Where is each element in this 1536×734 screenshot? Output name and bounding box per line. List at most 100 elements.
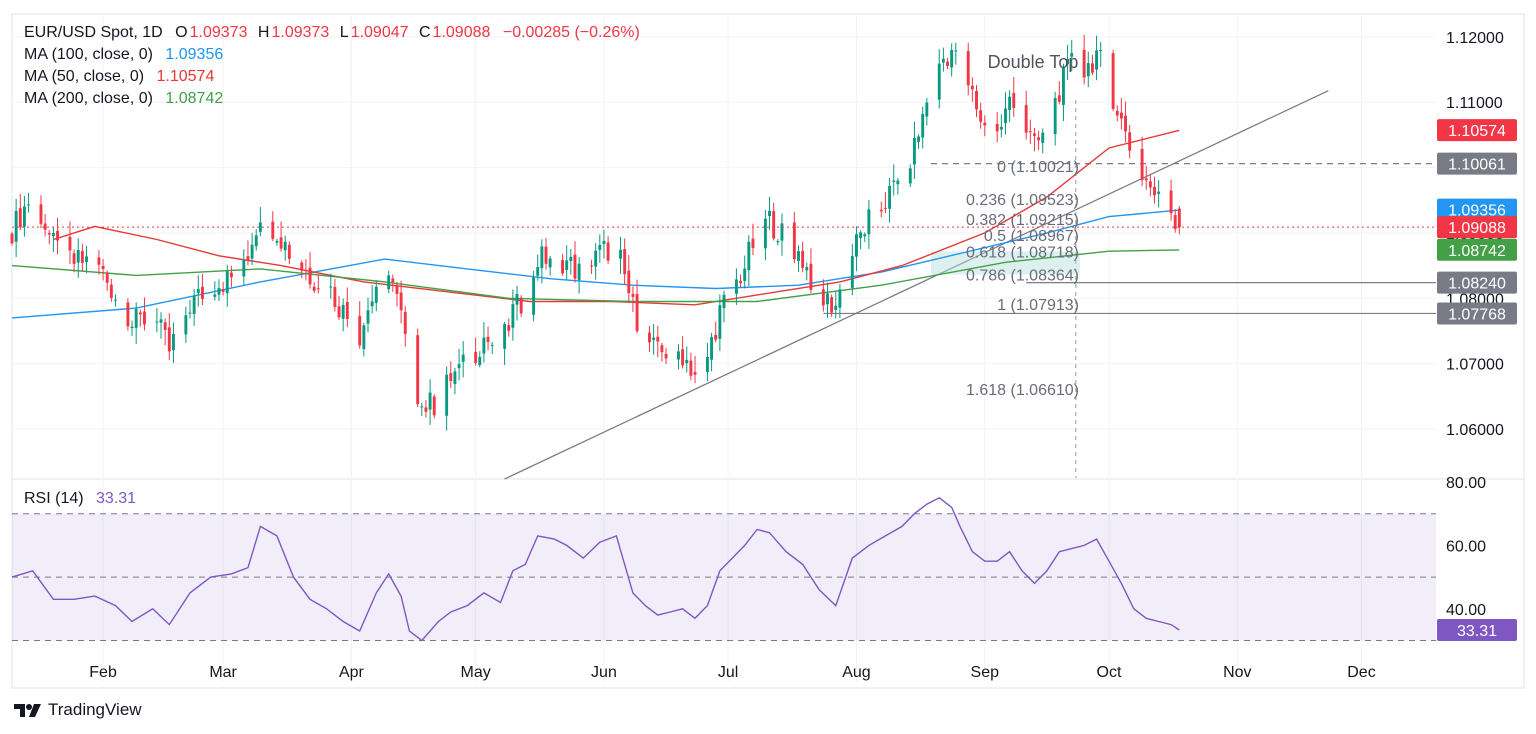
candle-body [1153, 186, 1156, 196]
candle-body [399, 292, 403, 311]
price-tag [1437, 271, 1517, 294]
ma100-legend: MA (100, close, 0) 1.09356 [24, 46, 225, 64]
candle-body [316, 288, 320, 290]
candle-body [954, 50, 958, 52]
close-value: 1.09088 [432, 24, 491, 41]
candle-body [478, 356, 482, 365]
candle-body [1066, 58, 1070, 65]
candle-body [1148, 181, 1152, 188]
candle-body [606, 242, 610, 261]
candle-body [805, 267, 809, 271]
candle-body [946, 61, 949, 67]
candle-body [308, 267, 312, 285]
candle-body [420, 406, 424, 408]
candle-body [743, 268, 747, 281]
candle-body [1086, 63, 1090, 77]
candle-body [1053, 98, 1057, 135]
price-tag [1437, 216, 1517, 239]
candle-body [27, 204, 31, 206]
candle-body [1119, 112, 1123, 119]
candle-body [850, 256, 854, 288]
ma50-legend: MA (50, close, 0) 1.10574 [24, 68, 216, 86]
candle-body [519, 297, 523, 314]
open-label: O [175, 24, 188, 41]
candle-body [366, 310, 370, 324]
candle-body [1012, 92, 1016, 108]
candle-body [693, 372, 697, 375]
price-tag [1437, 119, 1517, 142]
candle-body [445, 374, 449, 416]
candle-body [648, 332, 651, 343]
ma50-value: 1.10574 [156, 68, 215, 85]
candle-body [1124, 115, 1127, 132]
candle-body [56, 230, 59, 241]
candle-body [772, 211, 776, 239]
candle-body [705, 356, 709, 373]
candle-body [540, 246, 544, 269]
month-label-may: May [461, 664, 491, 681]
price-tick-label: 1.12000 [1446, 30, 1504, 47]
candle-body [1057, 95, 1061, 102]
candle-body [1128, 132, 1132, 151]
candle-body [573, 254, 577, 279]
candle-body [979, 110, 983, 122]
candle-body [184, 315, 188, 335]
candle-body [950, 50, 954, 68]
candle-body [1008, 96, 1012, 110]
month-label-apr: Apr [339, 664, 365, 681]
rsi-legend: RSI (14) 33.31 [24, 490, 138, 508]
candle-body [503, 323, 507, 349]
candle-body [130, 326, 134, 329]
candle-body [391, 278, 395, 283]
candle-body [1169, 190, 1173, 214]
month-label-mar: Mar [209, 664, 237, 681]
candle-body [1111, 53, 1115, 109]
candle-body [300, 262, 304, 271]
candle-body [72, 253, 76, 264]
tradingview-logo[interactable]: TradingView [14, 700, 142, 720]
candle-body [449, 373, 453, 381]
candle-body [362, 325, 366, 350]
candle-body [896, 180, 900, 185]
candle-body [590, 265, 593, 267]
rsi-label: RSI (14) [24, 490, 84, 507]
ma100-value: 1.09356 [165, 46, 224, 63]
candle-body [85, 256, 88, 263]
high-label: H [257, 24, 270, 41]
candle-body [1082, 49, 1086, 78]
candle-body [937, 63, 941, 100]
candle-body [532, 277, 536, 315]
candle-body [345, 302, 349, 319]
candle-body [734, 279, 738, 294]
candle-body [830, 297, 834, 313]
rsi-band [12, 513, 1436, 641]
price-tag [1437, 238, 1517, 261]
rsi-value-tag [1437, 618, 1517, 641]
month-label-sep: Sep [971, 664, 1000, 681]
uptrend-line [504, 90, 1329, 480]
candle-body [155, 321, 159, 323]
candle-body [1173, 215, 1177, 230]
month-label-oct: Oct [1097, 664, 1122, 681]
candle-body [416, 335, 420, 405]
price-tag-label: 1.08742 [1448, 243, 1506, 260]
candle-body [689, 360, 693, 376]
candle-body [838, 289, 842, 308]
candle-body [917, 136, 921, 142]
candle-body [254, 235, 258, 247]
candle-body [287, 244, 291, 259]
tradingview-logo-icon [14, 704, 41, 717]
fib-label-0_5: 0.5 (1.08967) [984, 228, 1079, 245]
candle-body [855, 234, 858, 257]
candle-body [109, 284, 113, 298]
candle-body [1177, 208, 1181, 228]
candle-body [569, 256, 573, 262]
close-label: C [418, 24, 431, 41]
candle-body [337, 306, 341, 318]
candle-body [101, 265, 105, 270]
candle-body [834, 305, 838, 310]
ma200-label: MA (200, close, 0) [24, 90, 153, 107]
low-label: L [339, 24, 349, 41]
candle-body [888, 185, 892, 209]
